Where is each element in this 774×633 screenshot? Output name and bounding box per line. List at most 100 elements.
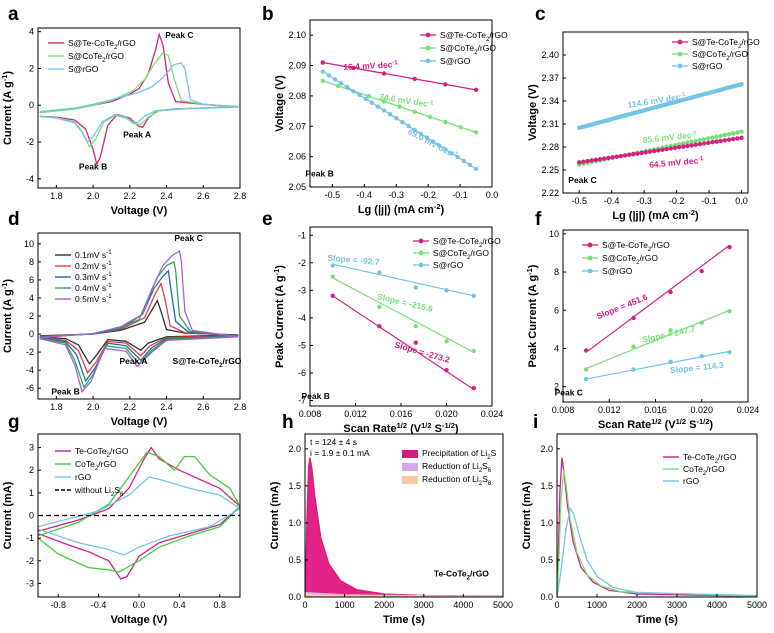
x-tick-label: 0.008 (299, 409, 322, 419)
y-tick-label: 4 (29, 27, 34, 37)
series-s-te-cote2-rgo-point (614, 154, 619, 159)
series-s-rgo-point (424, 135, 430, 140)
series-s-te-cote2-rgo-point (706, 140, 711, 146)
series-s-te-cote2-rgo-point (676, 145, 682, 150)
x-tick-label: 0.016 (644, 405, 667, 415)
y-tick-label: 6 (29, 275, 34, 285)
legend-marker (587, 255, 593, 261)
legend-label: S@CoTe2/rGO (440, 43, 496, 56)
panel-label: d (8, 209, 20, 230)
legend-label: S@rGO (433, 260, 464, 270)
annotation: 34.6 mV dec-1 (379, 91, 435, 110)
x-tick-label: 2.2 (124, 191, 137, 201)
panel-label: e (262, 209, 273, 230)
series-s-cote2-rgo-point (706, 136, 711, 141)
legend-label: S@Te-CoTe2/rGO (440, 30, 508, 43)
series-s-rgo-point (377, 270, 382, 275)
series-s-te-cote2-rgo-point (710, 140, 715, 145)
series-s-rgo-point (388, 112, 393, 117)
series-s-rgo-point (413, 285, 418, 290)
x-axis-label: Scan Rate1/2 (V1/2 S-1/2) (343, 421, 458, 435)
legend-label: S@CoTe2/rGO (692, 49, 748, 62)
series-s-te-cote2-rgo-point (689, 143, 694, 148)
y-tick-label: 0 (29, 511, 34, 521)
legend-label: 0.1mV s-1 (75, 249, 112, 260)
series-s-te-cote2-rgo-point (681, 144, 686, 149)
legend-label: S@Te-CoTe2/rGO (692, 37, 760, 50)
series-s-te-cote2-rgo-point (660, 147, 665, 152)
x-tick-label: -0.8 (50, 600, 66, 610)
x-tick-label: -0.5 (571, 196, 587, 206)
y-tick-label: 2.09 (288, 61, 306, 71)
panel-label: f (535, 209, 542, 230)
series-s-te-cote2-rgo-point (413, 340, 418, 345)
legend-label: S@CoTe2/rGO (68, 51, 124, 64)
y-tick-label: 2.08 (288, 91, 306, 101)
annotation: Peak C (555, 387, 583, 397)
series-s-cote2-rgo-point (689, 139, 694, 145)
series-s-rgo-point (471, 293, 476, 299)
legend-marker (677, 63, 683, 69)
series-s-te-cote2-rgo-point (739, 135, 744, 140)
series-s-te-cote2-rgo-point (626, 152, 632, 157)
series-s-rgo-point (444, 288, 449, 293)
plot-frame (562, 31, 749, 194)
series-s-cote2-rgo-point (726, 132, 732, 137)
legend-marker (418, 262, 424, 268)
annotation: Peak B (302, 391, 330, 401)
annotation: Slope = 451.6 (595, 292, 649, 322)
series-s-te-cote2-rgo-point (581, 159, 586, 164)
y-tick-label: 1.5 (540, 481, 553, 491)
series-s-te-cote2-rgo-point (320, 60, 325, 65)
y-tick-label: 2.0 (288, 444, 301, 454)
y-axis-label: Current (mA) (2, 481, 14, 549)
series-s-te-cote2-rgo-point (668, 146, 673, 151)
series-s-te-cote2-rgo-point (722, 138, 728, 143)
series-s-cote2-rgo-point (412, 109, 417, 114)
legend-marker (418, 250, 424, 256)
series-s-te-cote2-rgo-point (697, 141, 703, 147)
y-tick-label: 2.05 (288, 182, 306, 192)
y-tick-label: 1 (29, 488, 34, 498)
series-rgo-line (38, 476, 240, 556)
series-s-te-cote2-rgo-point (412, 76, 417, 82)
plot-area (320, 60, 479, 171)
series-s-rgo-point (699, 353, 704, 359)
legend-marker (587, 242, 593, 248)
x-tick-label: 0.012 (598, 405, 621, 415)
series-s-te-cote2-rgo-point (735, 136, 740, 141)
legend-marker (677, 51, 683, 57)
legend-label: Reduction of Li2S8 (422, 474, 492, 487)
series-s-rgo-point (412, 127, 417, 133)
series-s-cote2-rgo-point (444, 339, 449, 344)
plot-area (583, 244, 732, 382)
plot-area (39, 32, 239, 166)
y-tick-label: -2 (26, 347, 34, 357)
x-axis-label: Time (s) (383, 614, 425, 626)
series-s-rgo-point (369, 100, 375, 105)
series-s-rgo-point (338, 81, 344, 86)
plot-frame (304, 433, 504, 598)
y-tick-label: -6 (26, 383, 34, 393)
info-text: t = 124 ± 4 s (310, 437, 357, 447)
panel-d: d 1.8 2.0 2.2 2.4 2.6 2.8 -6 -4 -2 0 2 4 6 8 10 Voltage … (0, 209, 246, 428)
series-s-te-cote2-rgo-point (577, 160, 582, 165)
series-s-cote2-rgo-point (701, 137, 707, 142)
series-s-te-cote2-rgo-point (672, 145, 678, 151)
x-tick-label: 0.0 (133, 600, 146, 610)
x-tick-label: -0.2 (420, 190, 436, 200)
series-s-rgo-point (461, 158, 466, 164)
series-s-rgo-point (455, 154, 460, 160)
x-tick-label: 4000 (707, 600, 727, 610)
y-axis-label: Current (mA) (521, 481, 533, 549)
y-tick-label: 0 (29, 329, 34, 339)
series-s-te-cote2-rgo-point (726, 137, 732, 142)
x-axis-label: Scan Rate1/2 (V1/2 S-1/2) (598, 417, 713, 431)
info-text: i = 1.9 ± 0.1 mA (310, 448, 370, 458)
series-s-rgo-point (394, 116, 399, 121)
y-tick-label: -5 (298, 340, 306, 350)
series-s-te-cote2-rgo-point (718, 138, 723, 144)
series-s-te-cote2-rgo-point (471, 385, 476, 391)
y-tick-label: 2.40 (541, 50, 559, 60)
y-tick-label: 3 (29, 443, 34, 453)
